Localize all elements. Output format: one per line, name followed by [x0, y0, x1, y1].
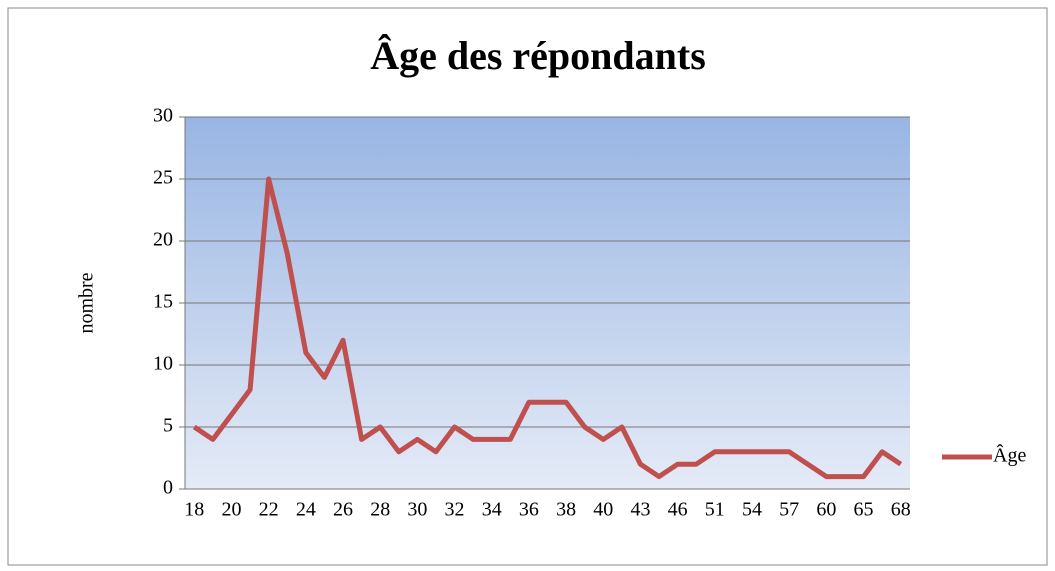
y-tick-label: 5	[163, 415, 173, 437]
x-tick-label: 46	[668, 499, 688, 521]
x-tick-label: 22	[259, 499, 279, 521]
x-tick-label: 43	[630, 499, 650, 521]
x-tick-label: 34	[482, 499, 502, 521]
x-tick-label: 68	[891, 499, 911, 521]
x-tick-label: 65	[854, 499, 874, 521]
x-tick-label: 30	[407, 499, 427, 521]
data-line	[192, 176, 903, 480]
y-tick-label: 25	[153, 167, 173, 189]
x-tick-label: 36	[519, 499, 539, 521]
y-tick-label: 20	[153, 229, 173, 251]
x-tick-label: 26	[333, 499, 353, 521]
x-tick-label: 28	[370, 499, 390, 521]
legend-label: Âge	[993, 444, 1026, 467]
y-axis-label: nombre	[76, 272, 98, 333]
y-tick-label: 0	[163, 477, 173, 499]
x-tick-label: 51	[705, 499, 725, 521]
x-tick-label: 40	[593, 499, 613, 521]
x-tick-label: 18	[184, 499, 204, 521]
x-tick-label: 54	[742, 499, 762, 521]
y-tick-label: 10	[153, 353, 173, 375]
chart-title: Âge des répondants	[370, 33, 706, 78]
y-tick-label: 15	[153, 291, 173, 313]
x-tick-label: 57	[779, 499, 799, 521]
x-tick-label: 38	[556, 499, 576, 521]
x-tick-label: 60	[816, 499, 836, 521]
x-tick-label: 20	[221, 499, 241, 521]
y-tick-label: 30	[153, 105, 173, 127]
x-tick-label: 24	[296, 499, 316, 521]
x-tick-label: 32	[445, 499, 465, 521]
